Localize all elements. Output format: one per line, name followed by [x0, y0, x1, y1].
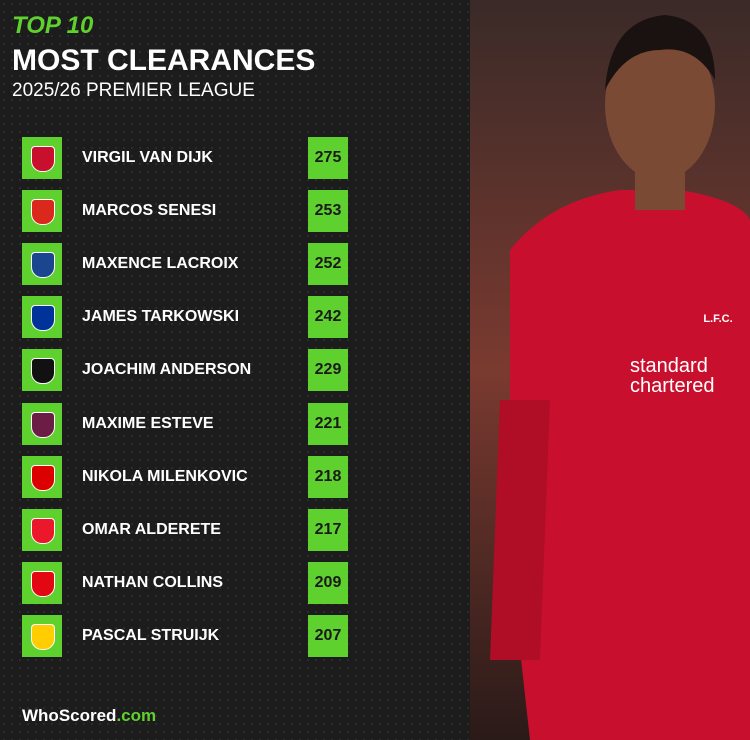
- player-name: JAMES TARKOWSKI: [82, 308, 240, 326]
- head: [605, 30, 715, 180]
- player-name: JOACHIM ANDERSON: [82, 361, 252, 379]
- team-crest: [22, 296, 62, 339]
- crest-badge: [31, 570, 55, 597]
- brand-name: WhoScored: [22, 706, 117, 725]
- team-crest: [22, 614, 62, 657]
- clearances-value: 217: [308, 508, 348, 551]
- sponsor: standard: [630, 355, 708, 377]
- clearances-value: 252: [308, 243, 348, 286]
- team-crest: [22, 137, 62, 179]
- team-crest: [22, 243, 62, 286]
- arm: [490, 400, 550, 660]
- sponsor: chartered: [630, 375, 715, 397]
- crest-badge: [31, 358, 55, 385]
- clearances-value: 218: [308, 455, 348, 498]
- team-crest: [22, 508, 62, 551]
- crest-badge: [31, 199, 55, 226]
- player-name: NATHAN COLLINS: [82, 573, 224, 591]
- team-crest: [22, 455, 62, 498]
- player-name: MARCOS SENESI: [82, 202, 217, 220]
- player-name: OMAR ALDERETE: [82, 520, 221, 538]
- crest-badge: [31, 517, 55, 544]
- player-name: MAXENCE LACROIX: [82, 255, 239, 273]
- shirt: [510, 190, 750, 740]
- crest-badge: [31, 623, 55, 650]
- hair: [605, 15, 715, 90]
- clearances-value: 207: [308, 614, 348, 657]
- neck: [635, 170, 685, 210]
- crest-badge: [31, 411, 55, 438]
- shirt-crest: L.F.C.: [703, 313, 732, 325]
- clearances-value: 275: [308, 137, 348, 179]
- crest-badge: [31, 305, 55, 332]
- crest-badge: [31, 146, 55, 172]
- brand-logo: WhoScored.com: [22, 706, 156, 726]
- clearances-value: 221: [308, 402, 348, 445]
- player-name: VIRGIL VAN DIJK: [82, 149, 213, 166]
- team-crest: [22, 190, 62, 233]
- crest-badge: [31, 252, 55, 279]
- brand-domain: .com: [116, 706, 157, 725]
- clearances-value: 242: [308, 296, 348, 339]
- title: MOST CLEARANCES: [12, 44, 316, 77]
- team-crest: [22, 561, 62, 604]
- clearances-value: 229: [308, 349, 348, 392]
- clearances-value: 253: [308, 190, 348, 233]
- team-crest: [22, 349, 62, 392]
- player-name: NIKOLA MILENKOVIC: [82, 467, 248, 485]
- team-crest: [22, 402, 62, 445]
- player-photo: L.F.C. standard chartered: [470, 0, 750, 740]
- clearances-value: 209: [308, 561, 348, 604]
- player-name: PASCAL STRUIJK: [82, 626, 220, 644]
- subtitle: 2025/26 PREMIER LEAGUE: [12, 80, 255, 101]
- kicker: TOP 10: [12, 12, 94, 39]
- player-name: MAXIME ESTEVE: [82, 414, 214, 432]
- crest-badge: [31, 464, 55, 491]
